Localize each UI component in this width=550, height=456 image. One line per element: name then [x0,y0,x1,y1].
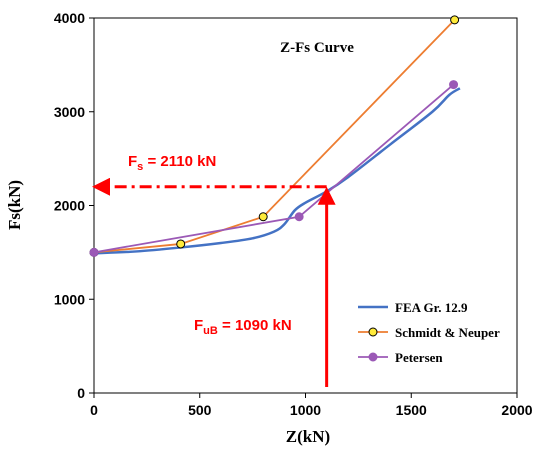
y-tick-label: 1000 [54,291,85,307]
legend-label-schmidt-neuper: Schmidt & Neuper [395,325,500,340]
data-point-petersen [89,247,99,257]
x-tick-label: 500 [188,402,212,418]
legend-marker-petersen [368,352,378,362]
x-tick-label: 1000 [290,402,321,418]
y-tick-label: 0 [77,385,85,401]
data-point-schmidt-neuper [450,15,460,25]
fs-annotation-label: Fs = 2110 kN [128,153,216,173]
fub-annotation-label: FuB = 1090 kN [194,317,292,337]
series-layer [89,15,461,257]
y-axis-title: Fs(kN) [5,180,24,230]
legend-label-petersen: Petersen [395,350,443,365]
data-point-petersen [294,212,304,222]
data-point-schmidt-neuper [176,239,186,249]
annotation-layer: Fs = 2110 kN FuB = 1090 kN [92,153,336,387]
y-tick-label: 2000 [54,198,85,214]
chart-title: Z-Fs Curve [280,40,354,56]
legend: FEA Gr. 12.9 Schmidt & Neuper Petersen [352,292,514,372]
legend-label-fea-gr-12-9: FEA Gr. 12.9 [395,300,468,315]
data-point-petersen [449,80,459,90]
y-tick-label: 3000 [54,104,85,120]
data-point-schmidt-neuper [258,212,268,222]
x-tick-label: 0 [90,402,98,418]
y-tick-label: 4000 [54,10,85,26]
series-line-fea-gr-12-9 [93,87,461,255]
x-tick-label: 2000 [501,402,532,418]
x-tick-label: 1500 [396,402,427,418]
x-axis-title: Z(kN) [286,427,330,446]
legend-marker-schmidt-neuper [368,327,378,337]
axes: 0 500 1000 1500 2000 0 1000 2000 3000 4000 [54,10,533,418]
